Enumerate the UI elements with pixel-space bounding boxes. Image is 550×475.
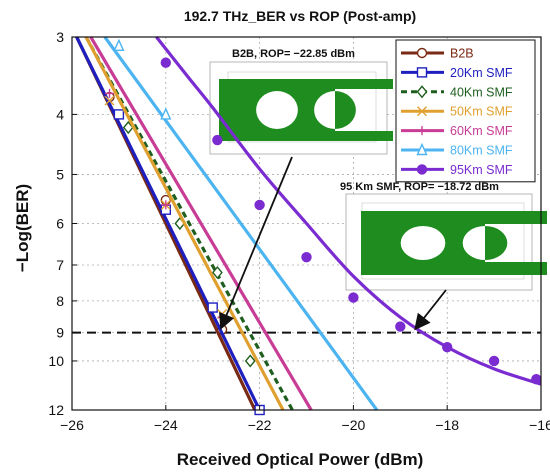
legend-item-50km-smf-label: 50Km SMF [450, 105, 513, 119]
legend-item-95km-smf: 95Km SMF [401, 163, 513, 177]
legend-item-b2b-marker [416, 47, 428, 59]
smf95-rop-annotation: 95 Km SMF, ROP= −18.72 dBm [340, 181, 499, 193]
y-tick-label: 12 [48, 402, 64, 418]
legend-item-b2b: B2B [401, 47, 474, 61]
legend-item-80km-smf-label: 80Km SMF [450, 144, 513, 158]
legend-item-40km-smf-label: 40Km SMF [450, 85, 513, 99]
y-tick-label: 4 [56, 106, 64, 122]
x-axis-ticks: −26 −24 −22 −20 −18 −16 [60, 405, 550, 433]
legend: B2B 20Km SMF 40Km SMF 50Km SMF 60Km SMF 80Km … [395, 39, 536, 183]
series-layer [75, 36, 542, 416]
series-95km-smf-marker [442, 341, 453, 353]
y-axis-ticks: 3 4 5 6 7 8 9 10 12 [48, 29, 77, 418]
legend-item-50km-smf-marker [417, 106, 427, 117]
legend-item-20km-smf-label: 20Km SMF [450, 66, 513, 80]
smf95-eye-diagram-inset [345, 193, 547, 291]
x-tick-label: −16 [529, 417, 550, 433]
series-80km-smf-marker [160, 107, 172, 120]
y-axis-label: −Log(BER) [13, 184, 32, 272]
x-tick-label: −18 [435, 417, 459, 433]
x-tick-label: −22 [248, 417, 272, 433]
legend-item-20km-smf-marker [416, 67, 428, 78]
series-40km-smf-marker [211, 265, 223, 280]
x-axis-label: Received Optical Power (dBm) [177, 450, 424, 469]
y-tick-label: 7 [56, 257, 64, 273]
y-tick-label: 10 [48, 353, 64, 369]
eye-diagram-insets [209, 61, 547, 291]
legend-item-60km-smf-marker [417, 126, 427, 136]
series-20km-smf-marker [113, 109, 125, 120]
series-95km-smf-marker [531, 373, 542, 385]
series-80km-smf-line [103, 36, 379, 411]
b2b-rop-annotation: B2B, ROP= −22.85 dBm [232, 48, 355, 60]
legend-item-20km-smf: 20Km SMF [401, 66, 513, 80]
smf95-annotation-arrow [414, 289, 447, 331]
legend-item-60km-smf-label: 60Km SMF [450, 124, 513, 138]
series-50km-smf-line [84, 36, 285, 411]
legend-item-95km-smf-marker [416, 164, 428, 175]
b2b-annotation-arrow [219, 156, 293, 330]
series-95km-smf-marker [212, 134, 223, 146]
series-95km-smf [155, 36, 542, 386]
series-60km-smf-marker [105, 88, 115, 98]
series-80km-smf-marker [113, 38, 125, 52]
y-tick-label: 3 [56, 29, 64, 45]
series-95km-smf-line [155, 36, 542, 386]
series-95km-smf-marker [488, 355, 500, 367]
y-tick-label: 9 [56, 325, 64, 341]
legend-item-95km-smf-label: 95Km SMF [450, 163, 513, 177]
x-tick-label: −20 [342, 417, 366, 433]
series-60km-smf-marker [161, 200, 171, 210]
legend-item-40km-smf: 40Km SMF [401, 85, 513, 99]
y-tick-label: 5 [56, 166, 64, 182]
series-95km-smf-marker [254, 199, 265, 211]
series-40km-smf-marker [244, 354, 256, 368]
smf95-eye-pattern [361, 211, 547, 275]
annotations-layer: B2B, ROP= −22.85 dBm 95 Km SMF, ROP= −18… [219, 48, 499, 331]
legend-item-80km-smf: 80Km SMF [401, 142, 513, 158]
series-95km-smf-marker [348, 292, 359, 303]
series-20km-smf-marker [207, 302, 218, 313]
x-tick-label: −26 [60, 417, 84, 433]
legend-item-b2b-label: B2B [450, 47, 474, 61]
series-95km-smf-marker [301, 251, 312, 263]
b2b-eye-diagram-inset [209, 61, 393, 155]
series-50km-smf-marker [104, 95, 115, 106]
y-tick-label: 6 [56, 216, 64, 232]
legend-item-80km-smf-marker [416, 142, 428, 156]
series-95km-smf-marker [160, 57, 172, 68]
legend-item-40km-smf-marker [416, 85, 428, 99]
x-tick-label: −24 [154, 417, 178, 433]
chart-title: 192.7 THz_BER vs ROP (Post-amp) [184, 8, 416, 24]
series-60km-smf-line [89, 36, 313, 411]
legend-item-60km-smf: 60Km SMF [401, 124, 513, 138]
legend-item-50km-smf: 50Km SMF [401, 105, 513, 119]
y-tick-label: 8 [56, 293, 64, 309]
series-80km-smf [103, 36, 379, 411]
series-95km-smf-marker [395, 321, 406, 332]
b2b-eye-pattern [219, 79, 393, 141]
